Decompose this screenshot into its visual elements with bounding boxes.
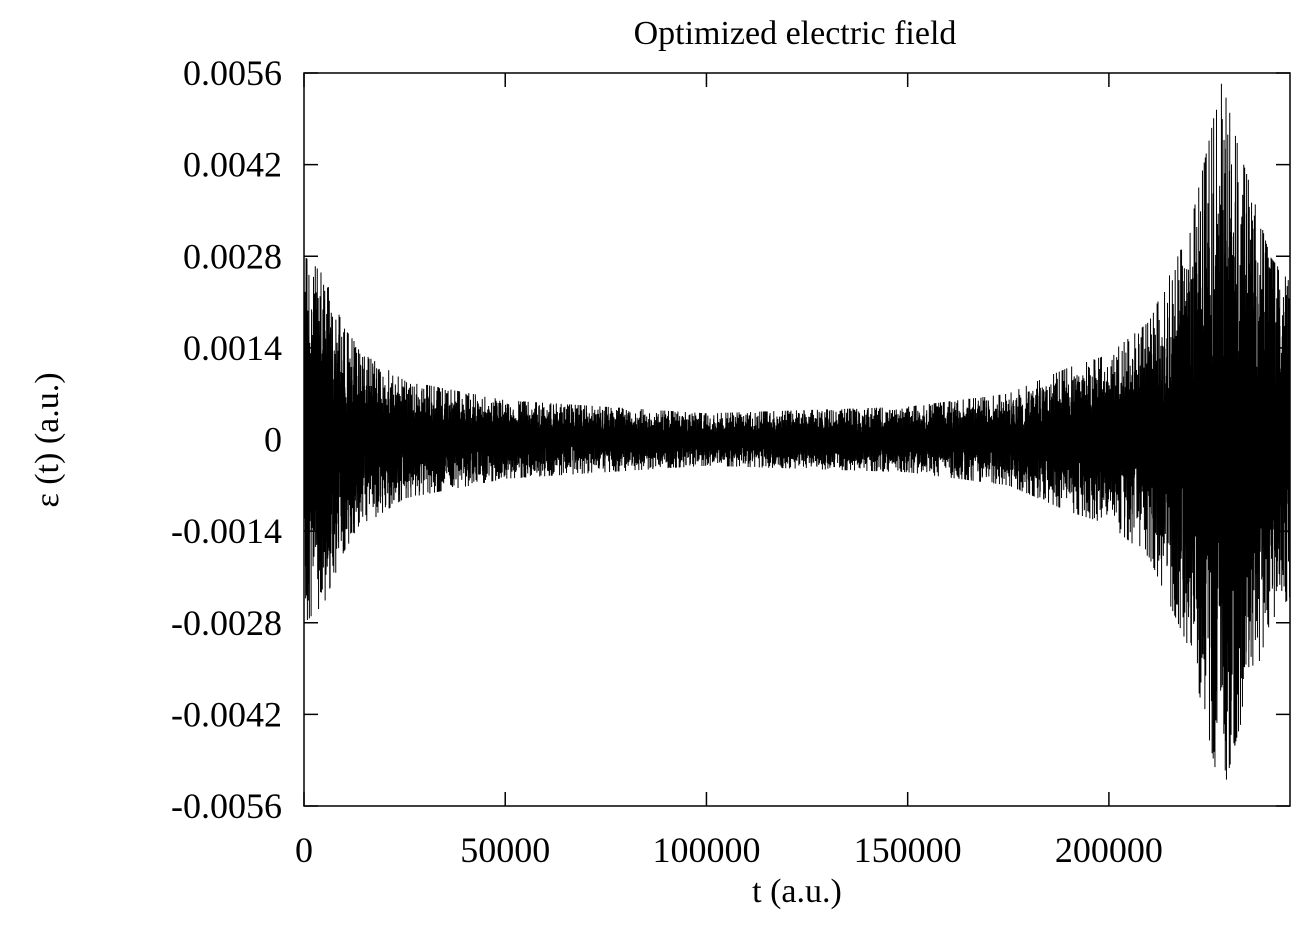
plot-area [303,83,1291,780]
x-tick-label: 0 [295,830,313,870]
plot-frame [303,72,1291,807]
y-axis-ticks: 0.0056 0.0042 0.0028 0.0014 0 -0.0014 -0.0028 -… [171,53,1290,826]
y-axis-label: ε (t) (a.u.) [29,372,66,507]
y-tick-label: -0.0042 [171,694,282,734]
x-tick-label: 200000 [1055,830,1163,870]
x-tick-label: 100000 [652,830,760,870]
y-tick-label: -0.0056 [171,786,282,826]
x-tick-label: 150000 [854,830,962,870]
y-tick-label: 0 [264,420,282,460]
y-tick-label: 0.0028 [183,236,282,276]
x-axis-label: t (a.u.) [752,873,842,910]
y-tick-label: 0.0014 [183,328,282,368]
chart-title: Optimized electric field [634,15,957,52]
y-tick-label: -0.0014 [171,511,282,551]
x-tick-label: 50000 [460,830,550,870]
y-tick-label: -0.0028 [171,603,282,643]
series-line [303,83,1291,780]
y-tick-label: 0.0042 [183,145,282,185]
y-tick-label: 0.0056 [183,53,282,93]
x-axis-ticks: 0 50000 100000 150000 200000 [295,73,1163,870]
